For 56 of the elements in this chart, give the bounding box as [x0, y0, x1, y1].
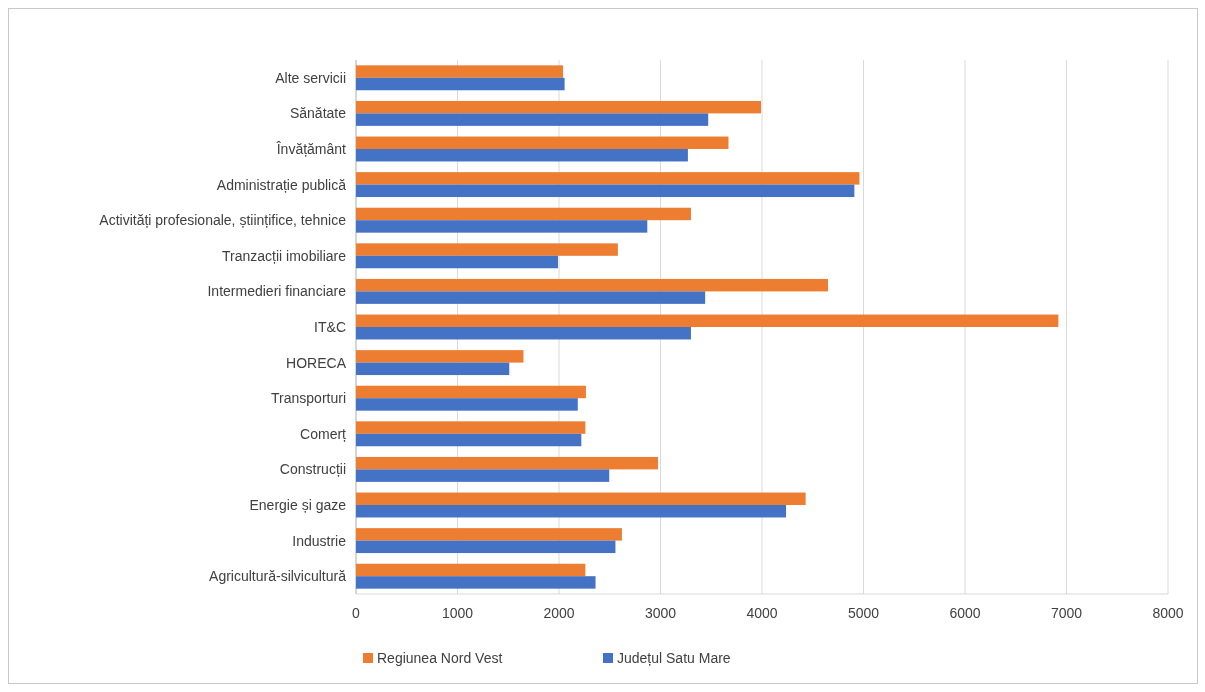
- y-tick-label: Administrație publică: [216, 176, 347, 193]
- x-tick-label: 4000: [746, 605, 778, 621]
- bar: [356, 492, 806, 505]
- x-tick-label: 5000: [847, 605, 880, 621]
- y-tick-label: Transporturi: [271, 390, 346, 407]
- bar: [356, 469, 610, 482]
- x-tick-label: 6000: [949, 605, 981, 621]
- bar: [356, 255, 558, 269]
- legend-label: Județul Satu Mare: [617, 650, 731, 666]
- x-tick-label: 3000: [644, 605, 677, 621]
- bar: [356, 149, 688, 162]
- bar: [356, 505, 787, 518]
- bar: [356, 576, 596, 589]
- x-tick-label: 1000: [441, 605, 474, 621]
- y-tick-label: IT&C: [314, 319, 346, 335]
- bar: [356, 362, 510, 376]
- bar: [356, 314, 1059, 327]
- bar: [356, 350, 524, 363]
- bar: [356, 243, 618, 256]
- bar: [356, 563, 586, 577]
- bar: [356, 184, 855, 198]
- bar: [356, 207, 691, 221]
- y-tick-label: Comerț: [300, 425, 347, 442]
- bar: [356, 100, 761, 114]
- y-tick-label: Alte servicii: [275, 69, 346, 86]
- bar: [356, 77, 565, 91]
- bar: [356, 291, 706, 304]
- bar: [356, 113, 709, 126]
- x-tick-label: 2000: [543, 605, 575, 621]
- x-tick-label: 0: [352, 605, 361, 621]
- x-tick-label: 8000: [1152, 605, 1184, 621]
- y-tick-label: Învățământ: [275, 141, 347, 157]
- bar: [356, 433, 582, 447]
- bar: [356, 398, 578, 411]
- y-tick-label: Tranzacții imobiliare: [222, 247, 347, 264]
- y-tick-label: Industrie: [292, 532, 347, 549]
- y-tick-label: Intermedieri financiare: [207, 283, 347, 300]
- bar: [356, 220, 648, 233]
- y-tick-label: Sănătate: [289, 105, 347, 122]
- bar: [356, 528, 622, 541]
- bar: [356, 540, 616, 554]
- bar: [356, 65, 564, 78]
- bar: [356, 172, 860, 185]
- y-tick-label: HORECA: [286, 354, 347, 371]
- bar: [356, 456, 658, 470]
- y-tick-label: Activități profesionale, științifice, tehnice: [99, 212, 347, 229]
- x-tick-label: 7000: [1050, 605, 1083, 621]
- bar: [356, 385, 586, 399]
- y-tick-label: Construcții: [279, 461, 346, 478]
- y-tick-label: Agricultură-silvicultură: [209, 568, 347, 585]
- y-tick-label: Energie și gaze: [249, 497, 347, 513]
- bar: [356, 327, 691, 340]
- bar: [356, 421, 586, 434]
- bar: [356, 136, 729, 149]
- bar: [356, 278, 828, 292]
- legend-label: Regiunea Nord Vest: [377, 650, 503, 666]
